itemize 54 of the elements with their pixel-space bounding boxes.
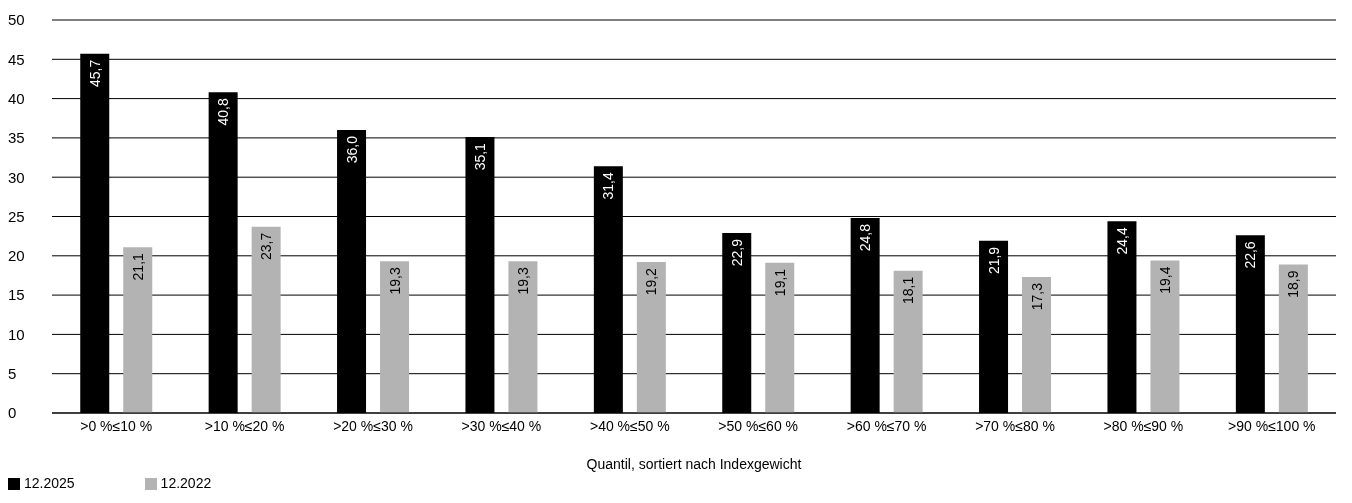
x-tick-label: >90 %≤100 % bbox=[1228, 417, 1316, 434]
data-label: 19,1 bbox=[771, 268, 788, 297]
data-label: 21,9 bbox=[985, 246, 1002, 275]
data-label: 18,1 bbox=[900, 276, 917, 304]
y-tick-label: 10 bbox=[8, 325, 25, 343]
bar bbox=[508, 261, 538, 413]
x-tick-label: >0 %≤10 % bbox=[80, 417, 153, 434]
x-tick-label: >60 %≤70 % bbox=[846, 417, 927, 434]
bar bbox=[123, 247, 153, 413]
data-label: 21,1 bbox=[129, 252, 146, 281]
legend-label: 12.2025 bbox=[24, 475, 75, 491]
data-label: 36,0 bbox=[343, 135, 360, 164]
data-label: 24,4 bbox=[1113, 227, 1130, 255]
y-tick-label: 45 bbox=[8, 50, 25, 68]
x-tick-label: >40 %≤50 % bbox=[589, 417, 670, 434]
legend-label: 12.2022 bbox=[160, 475, 212, 491]
data-label: 17,3 bbox=[1028, 282, 1045, 311]
data-label: 24,8 bbox=[857, 223, 874, 252]
data-label: 31,4 bbox=[600, 171, 617, 200]
bar bbox=[893, 270, 923, 413]
data-label: 23,7 bbox=[258, 232, 275, 260]
y-tick-label: 15 bbox=[8, 286, 25, 304]
bar bbox=[1150, 260, 1180, 413]
x-tick-label: >50 %≤60 % bbox=[718, 417, 799, 434]
x-tick-label: >10 %≤20 % bbox=[204, 417, 285, 434]
y-tick-label: 30 bbox=[8, 168, 25, 186]
data-label: 22,9 bbox=[728, 238, 745, 267]
x-tick-label: >30 %≤40 % bbox=[461, 417, 542, 434]
bar bbox=[1022, 277, 1052, 413]
data-label: 19,2 bbox=[643, 267, 660, 296]
bar bbox=[251, 226, 281, 413]
data-label: 19,3 bbox=[514, 267, 531, 295]
y-tick-label: 0 bbox=[8, 404, 17, 422]
data-label: 19,4 bbox=[1156, 266, 1173, 294]
y-tick-label: 40 bbox=[8, 89, 25, 107]
data-label: 35,1 bbox=[471, 142, 488, 171]
y-tick-label: 5 bbox=[8, 365, 17, 383]
data-label: 18,9 bbox=[1285, 270, 1302, 298]
bar bbox=[1278, 264, 1308, 413]
data-label: 45,7 bbox=[86, 59, 103, 88]
data-label: 22,6 bbox=[1242, 241, 1259, 269]
data-label: 19,3 bbox=[386, 267, 403, 295]
bar bbox=[636, 262, 666, 413]
bar bbox=[765, 262, 795, 413]
y-tick-label: 25 bbox=[8, 207, 25, 225]
y-tick-label: 35 bbox=[8, 129, 25, 147]
y-tick-label: 50 bbox=[8, 11, 25, 29]
x-tick-label: >80 %≤90 % bbox=[1103, 417, 1184, 434]
x-tick-label: >70 %≤80 % bbox=[975, 417, 1055, 434]
y-tick-label: 20 bbox=[8, 247, 25, 265]
bar bbox=[380, 261, 410, 413]
x-tick-label: >20 %≤30 % bbox=[333, 417, 413, 434]
data-label: 40,8 bbox=[215, 98, 232, 126]
x-axis-title: Quantil, sortiert nach Indexgewicht bbox=[586, 456, 802, 472]
